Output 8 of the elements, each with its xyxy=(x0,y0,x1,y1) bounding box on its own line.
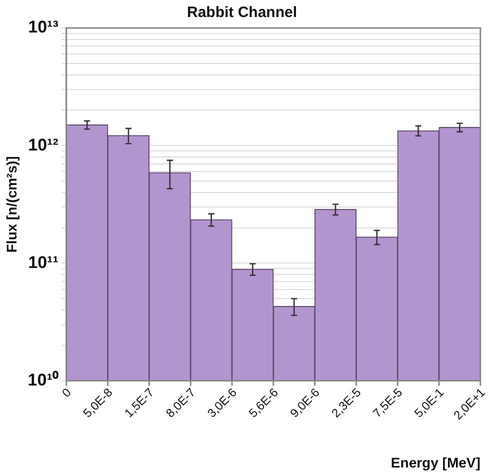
y-axis-title: Flux [n/(cm²s)] xyxy=(3,156,20,253)
x-axis-title: Energy [MeV] xyxy=(390,454,480,470)
text: 0 xyxy=(59,385,74,400)
y-tick-label: 10¹⁰ xyxy=(28,370,58,390)
chart-title: Rabbit Channel xyxy=(186,4,298,22)
y-tick-label: 10¹¹ xyxy=(28,252,59,272)
y-tick-label: 10¹² xyxy=(28,135,59,154)
y-tick-label: 10¹³ xyxy=(28,18,59,37)
